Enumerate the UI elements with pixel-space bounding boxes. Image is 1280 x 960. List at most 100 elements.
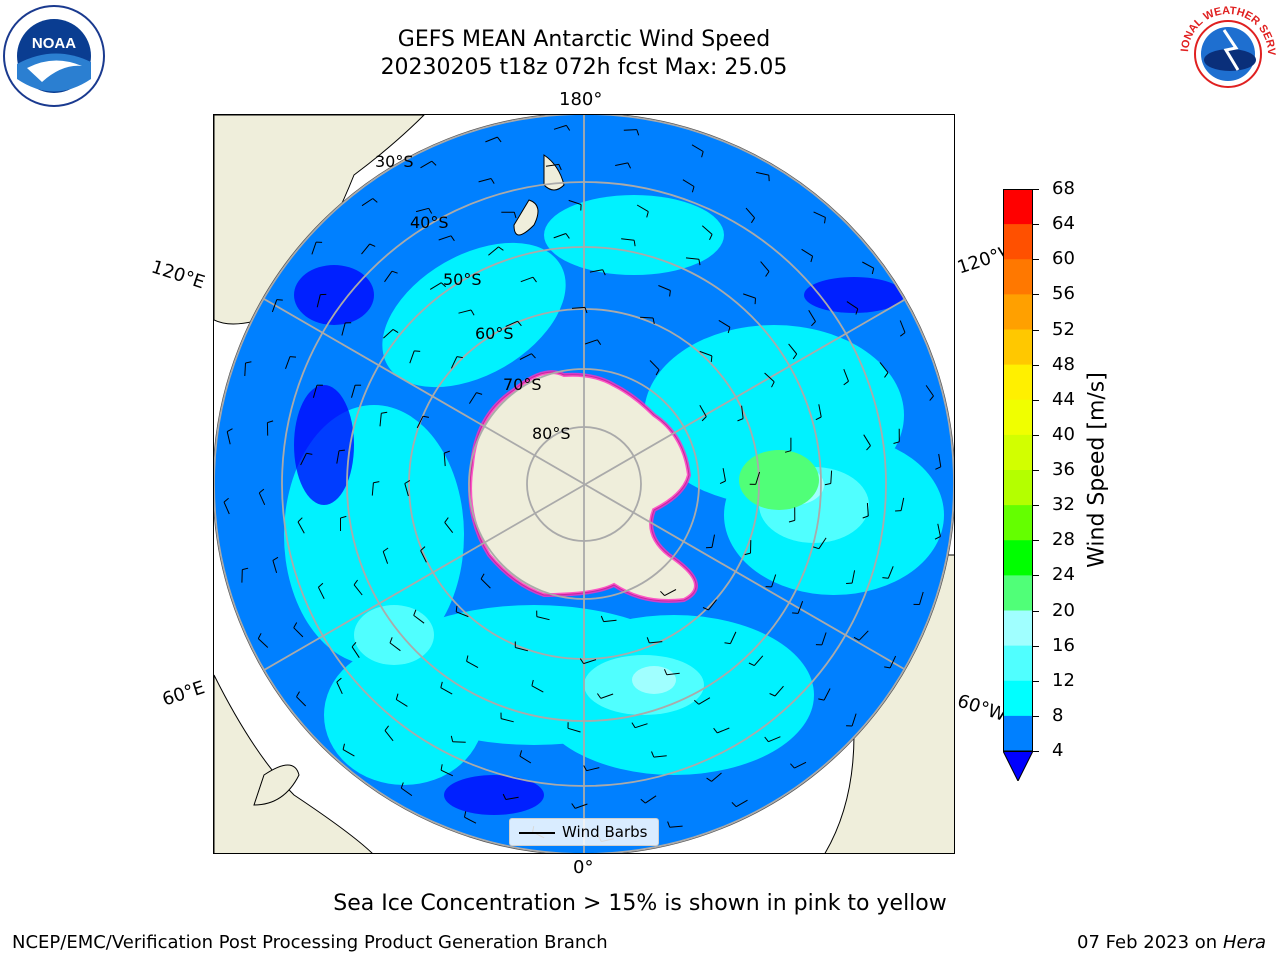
wind-barb-feather xyxy=(748,662,755,667)
wind-barb xyxy=(879,362,889,373)
wind-barb xyxy=(658,285,671,291)
wind-barb-feather xyxy=(651,751,655,758)
wind-barb-feather xyxy=(788,519,795,523)
wind-barb xyxy=(440,769,454,777)
wind-barb xyxy=(488,246,499,256)
map-legend: Wind Barbs xyxy=(509,818,659,846)
nws-logo: NATIONAL WEATHER SERVICE xyxy=(1176,4,1277,88)
wind-barb-feather xyxy=(422,415,429,418)
colorbar-tick-label: 36 xyxy=(1052,459,1075,480)
wind-barb-feather xyxy=(400,782,404,789)
wind-barb xyxy=(760,261,770,272)
colorbar-tick-mark xyxy=(1033,575,1039,577)
wind-barb-feather xyxy=(600,615,605,622)
graticule xyxy=(214,115,954,853)
wind-barb xyxy=(729,631,737,644)
colorbar-tick-label: 52 xyxy=(1052,318,1075,340)
wind-barb-feather xyxy=(257,633,262,639)
wind-barb xyxy=(649,641,663,644)
latitude-label: 50°S xyxy=(443,270,482,289)
wind-barb xyxy=(621,238,635,241)
wind-barb xyxy=(583,659,597,665)
wind-barb xyxy=(753,655,764,666)
colorbar-tick-mark xyxy=(1033,470,1039,471)
wind-barb xyxy=(741,405,744,419)
wind-barb-feather xyxy=(381,411,388,414)
colorbar-tick-label: 40 xyxy=(1052,423,1075,445)
wind-barb-feather xyxy=(744,552,751,556)
colorbar-tick-label: 48 xyxy=(1052,353,1075,375)
colorbar-tick-mark xyxy=(1033,294,1039,296)
wind-barb-feather xyxy=(709,234,713,241)
wind-barb-feather xyxy=(731,802,737,808)
wind-barb xyxy=(567,727,581,733)
wind-barb xyxy=(458,309,472,314)
wind-barb-feather xyxy=(444,517,449,523)
wind-barb xyxy=(336,450,340,464)
wind-barb xyxy=(745,207,755,219)
wind-barb xyxy=(919,591,924,605)
colorbar-tick-label: 24 xyxy=(1052,564,1075,586)
latitude-label: 40°S xyxy=(410,213,449,232)
wind-barb-feather xyxy=(392,328,399,334)
wind-barb xyxy=(899,320,906,333)
wind-barb-feather xyxy=(664,669,668,675)
wind-barb-feather xyxy=(855,308,859,315)
madagascar-land xyxy=(253,764,300,806)
wind-barb-feather xyxy=(824,217,826,224)
wind-barb-feather xyxy=(420,546,426,551)
wind-barb-feather xyxy=(884,666,891,669)
colorbar-tick-mark xyxy=(1033,645,1039,647)
wind-barb xyxy=(401,787,413,797)
wind-barb-feather xyxy=(404,479,411,484)
map-title: GEFS MEAN Antarctic Wind Speed xyxy=(397,27,771,52)
wind-barb xyxy=(634,723,648,729)
wind-barb xyxy=(450,356,458,369)
wind-barb xyxy=(505,796,519,800)
wind-barb-feather xyxy=(667,821,671,828)
wind-barb xyxy=(718,319,731,328)
new-zealand-land xyxy=(513,154,565,236)
wind-barb-feather xyxy=(532,276,537,283)
wind-barb-feather xyxy=(440,764,443,771)
wind-barb xyxy=(505,320,518,327)
wind-barb-feather xyxy=(351,641,357,648)
wind-barb-feather xyxy=(444,450,450,454)
colorbar-outline xyxy=(1003,189,1033,752)
colorbar-band xyxy=(1003,364,1033,401)
wind-barb xyxy=(389,642,401,652)
wind-barb-feather xyxy=(579,658,585,664)
wind-barb-feather xyxy=(710,355,713,362)
wind-barb xyxy=(519,755,532,764)
colorbar-tick-mark xyxy=(1033,434,1039,436)
wind-barb xyxy=(664,589,677,597)
wind-barb-feather xyxy=(276,299,283,301)
wind-barb xyxy=(755,471,761,485)
longitude-label-0: 0° xyxy=(573,857,594,878)
wind-barb-feather xyxy=(853,636,860,641)
wind-barb-feather xyxy=(724,642,731,645)
wind-barb-feather xyxy=(497,136,502,143)
date-stamp: 07 Feb 2023 on Hera xyxy=(1077,932,1266,953)
wind-barb xyxy=(384,730,394,742)
colorbar-tick-label: 64 xyxy=(1052,213,1075,235)
wind-barb-feather xyxy=(267,420,274,424)
colorbar-band xyxy=(1003,259,1033,295)
wind-barb-feather xyxy=(464,811,467,818)
wind-barb xyxy=(788,343,798,355)
wind-barb-feather xyxy=(258,488,265,494)
wind-barb-feather xyxy=(792,353,798,360)
wind-barb xyxy=(456,611,469,618)
wind-barb xyxy=(415,207,429,213)
colorbar-tick-label: 20 xyxy=(1052,599,1075,621)
credit-text: NCEP/EMC/Verification Post Processing Pr… xyxy=(12,932,608,953)
wind-barb xyxy=(851,570,856,584)
colorbar-tick-label: 56 xyxy=(1052,283,1075,305)
wind-barb-feather xyxy=(596,693,602,699)
wind-barb-feather xyxy=(571,803,576,809)
wind-barb xyxy=(755,171,769,176)
wind-barb-feather xyxy=(810,256,814,263)
wind-barb-feather xyxy=(934,536,941,540)
wind-barb xyxy=(226,431,231,445)
colorbar-tick-label: 44 xyxy=(1052,388,1075,410)
